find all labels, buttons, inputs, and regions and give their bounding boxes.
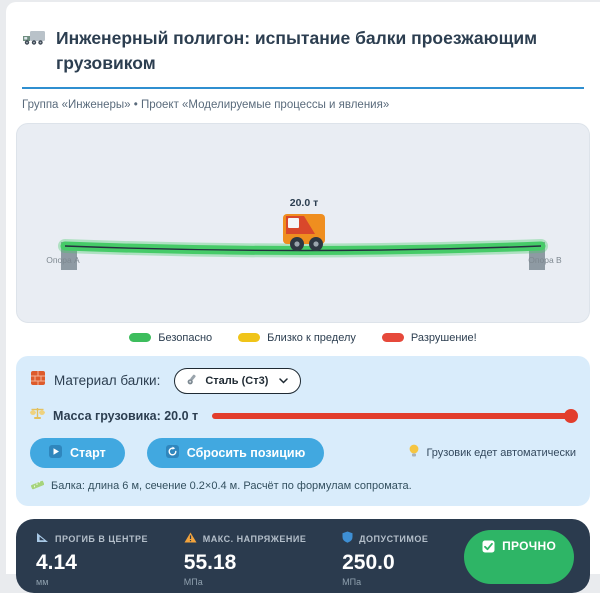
bolt-icon	[187, 374, 198, 388]
play-icon	[49, 444, 62, 461]
legend-near-limit-swatch	[238, 333, 261, 343]
triangle-ruler-icon	[36, 530, 49, 548]
legend-safe-swatch	[129, 333, 152, 343]
mass-slider-thumb[interactable]	[564, 408, 578, 423]
truck-sprite	[283, 213, 325, 251]
metric-max-stress-value: 55.18	[183, 550, 237, 574]
bulb-icon	[408, 444, 420, 461]
results-bar: ПРОГИБ В ЦЕНТРЕ 4.14 мм МАКС. НАПРЯЖЕНИЕ…	[16, 518, 590, 593]
support-left-label: Опора А	[46, 255, 80, 265]
breadcrumb: Группа «Инженеры» • Проект «Моделируемые…	[22, 98, 390, 111]
start-button-label: Старт	[70, 445, 106, 460]
beam-scene: Опора А Опора В 20.0 т	[46, 197, 562, 270]
auto-drive-note: Грузовик едет автоматически	[408, 444, 576, 461]
brick-icon	[30, 370, 46, 391]
beam-info-text: Балка: длина 6 м, сечение 0.2×0.4 м. Рас…	[51, 480, 412, 493]
buttons-row: Старт Сбросить позицию	[30, 437, 576, 468]
beam-centerline	[64, 245, 542, 251]
metric-deflection-value: 4.14	[36, 550, 77, 574]
legend-failure-swatch	[381, 333, 404, 343]
beam-info-row: Балка: длина 6 м, сечение 0.2×0.4 м. Рас…	[30, 479, 576, 494]
metric-max-stress: МАКС. НАПРЯЖЕНИЕ 55.18 МПа	[184, 530, 306, 587]
legend-item-safe: Безопасно	[129, 332, 212, 344]
support-right-label: Опора В	[528, 255, 562, 265]
mass-row: Масса грузовика: 20.0 т	[30, 407, 578, 425]
metric-allowable-value: 250.0	[342, 550, 395, 574]
legend-item-near-limit: Близко к пределу	[238, 332, 356, 344]
controls-panel: Материал балки: Сталь (Ст3)	[16, 355, 590, 506]
material-label: Материал балки:	[54, 373, 161, 389]
legend-near-limit-label: Близко к пределу	[267, 331, 356, 344]
shield-icon	[342, 530, 353, 548]
truck-mass-label: 20.0 т	[290, 197, 319, 209]
metric-max-stress-label: МАКС. НАПРЯЖЕНИЕ	[202, 533, 307, 544]
simulation-canvas[interactable]: Опора А Опора В 20.0 т	[16, 122, 590, 323]
metric-allowable: ДОПУСТИМОЕ 250.0 МПа	[342, 530, 428, 587]
ruler-icon	[30, 479, 45, 494]
truck-icon	[22, 29, 46, 52]
reset-icon	[165, 444, 179, 461]
metric-allowable-unit: МПа	[342, 576, 362, 587]
legend-safe-label: Безопасно	[158, 331, 213, 344]
legend-item-failure: Разрушение!	[381, 331, 477, 344]
metric-deflection-unit: мм	[36, 576, 49, 587]
reset-position-button[interactable]: Сбросить позицию	[146, 437, 325, 468]
metric-allowable-label: ДОПУСТИМОЕ	[359, 533, 429, 544]
check-icon	[482, 540, 495, 584]
chevron-down-icon	[279, 375, 289, 387]
material-select[interactable]: Сталь (Ст3)	[174, 367, 302, 394]
material-row: Материал балки: Сталь (Ст3)	[30, 367, 576, 394]
warning-icon	[184, 530, 197, 548]
page-title: Инженерный полигон: испытание балки прое…	[56, 28, 538, 74]
reset-position-button-label: Сбросить позицию	[186, 445, 306, 460]
status-badge-label: ПРОЧНО	[502, 538, 557, 553]
legend: Безопасно Близко к пределу Разрушение!	[16, 332, 590, 344]
mass-label: Масса грузовика: 20.0 т	[53, 408, 199, 423]
start-button[interactable]: Старт	[30, 437, 125, 468]
metric-deflection: ПРОГИБ В ЦЕНТРЕ 4.14 мм	[36, 530, 148, 587]
header: Инженерный полигон: испытание балки прое…	[22, 26, 584, 89]
metric-max-stress-unit: МПа	[183, 576, 203, 587]
material-select-value: Сталь (Ст3)	[205, 374, 269, 387]
mass-slider[interactable]	[212, 408, 578, 423]
scale-icon	[30, 407, 45, 425]
metric-deflection-label: ПРОГИБ В ЦЕНТРЕ	[55, 533, 148, 544]
auto-drive-note-text: Грузовик едет автоматически	[426, 446, 576, 459]
main-card: Инженерный полигон: испытание балки прое…	[6, 2, 600, 593]
legend-failure-label: Разрушение!	[410, 331, 477, 344]
status-badge: ПРОЧНО	[464, 529, 574, 584]
